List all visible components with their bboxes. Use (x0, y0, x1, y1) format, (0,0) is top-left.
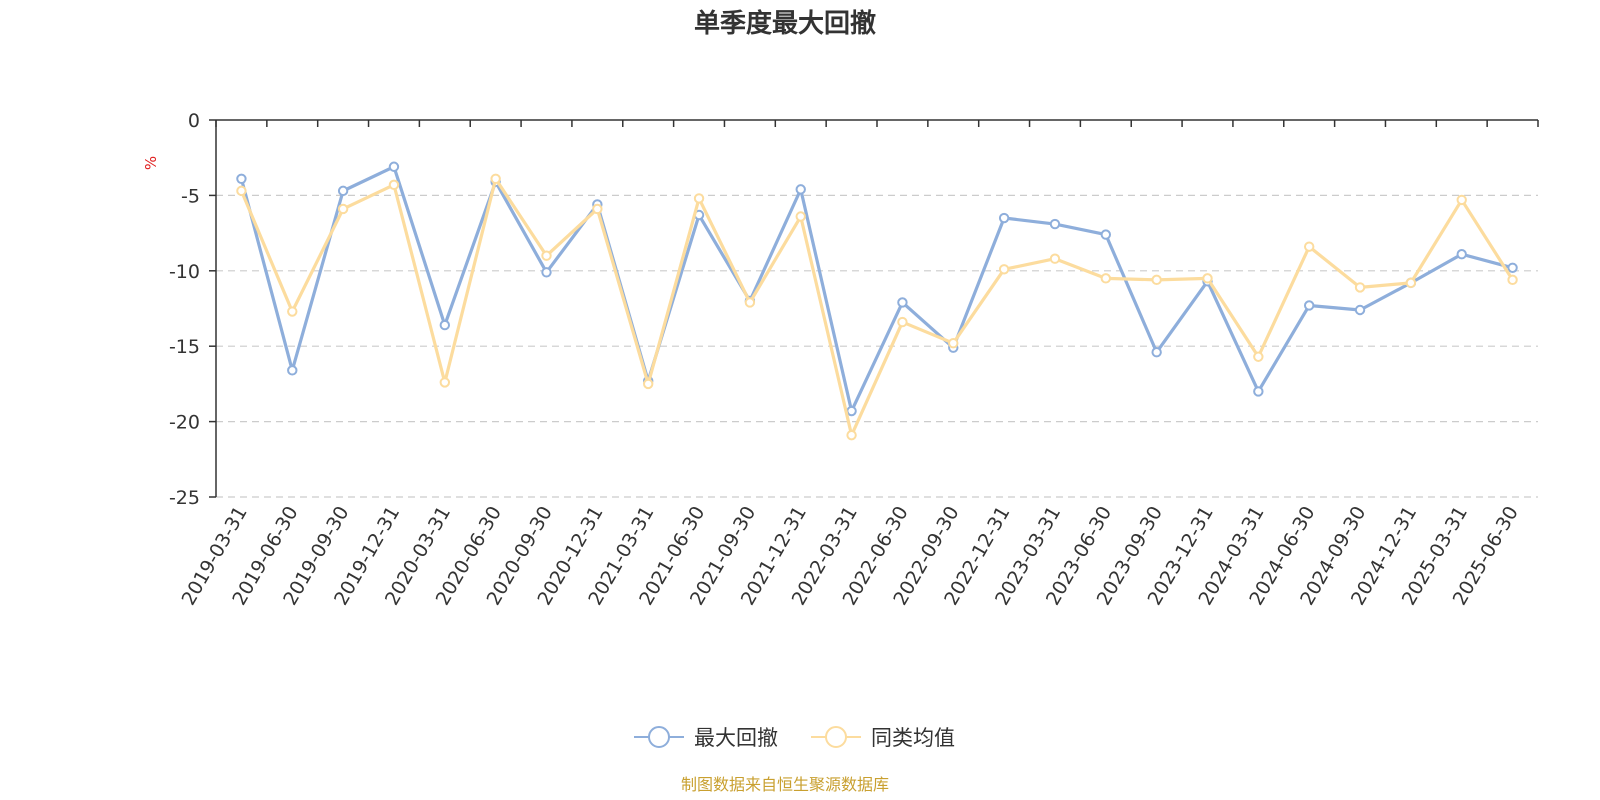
axes: 0-5-10-15-20-252019-03-312019-06-302019-… (169, 110, 1539, 609)
legend[interactable]: 最大回撤 同类均值 (634, 726, 955, 750)
data-point[interactable] (439, 377, 451, 388)
data-point[interactable] (1049, 253, 1061, 264)
data-point[interactable] (541, 267, 552, 278)
data-point[interactable] (846, 405, 857, 417)
data-point[interactable] (998, 212, 1010, 224)
data-point[interactable] (337, 203, 349, 215)
data-point[interactable] (998, 264, 1010, 275)
data-point[interactable] (1456, 249, 1467, 260)
data-point[interactable] (897, 297, 908, 308)
series-line (239, 165, 1513, 413)
data-point[interactable] (592, 203, 603, 215)
data-point[interactable] (1507, 274, 1518, 286)
y-tick-label: -15 (169, 336, 200, 358)
data-point[interactable] (693, 193, 705, 204)
data-point[interactable] (846, 429, 857, 441)
legend-circle-swatch (825, 726, 847, 748)
chart-title: 单季度最大回撤 (694, 8, 876, 39)
legend-circle-swatch (648, 726, 670, 748)
data-point[interactable] (1151, 274, 1162, 286)
legend-item[interactable]: 同类均值 (811, 726, 955, 750)
data-point[interactable] (490, 173, 501, 185)
data-point[interactable] (1100, 273, 1112, 284)
data-point[interactable] (1303, 300, 1315, 311)
data-point[interactable] (236, 173, 247, 185)
data-point[interactable] (1507, 262, 1518, 273)
data-point[interactable] (744, 297, 756, 308)
data-point[interactable] (1151, 347, 1162, 358)
data-point[interactable] (948, 337, 959, 349)
data-point[interactable] (1456, 194, 1467, 206)
data-point[interactable] (1354, 304, 1366, 316)
data-source-note: 制图数据来自恒生聚源数据库 (681, 775, 889, 794)
data-point[interactable] (1405, 277, 1417, 289)
y-axis-unit-label: % (142, 156, 160, 170)
data-point[interactable] (388, 179, 400, 191)
data-point[interactable] (1303, 241, 1315, 252)
legend-label: 最大回撤 (694, 726, 778, 750)
grid-lines (216, 194, 1538, 498)
series-2 (236, 173, 1518, 441)
legend-item[interactable]: 最大回撤 (634, 726, 778, 750)
data-point[interactable] (642, 378, 654, 390)
y-tick-label: -20 (169, 412, 200, 434)
data-point[interactable] (1049, 218, 1061, 230)
data-point[interactable] (439, 319, 451, 331)
series-layer (236, 161, 1518, 441)
data-point[interactable] (1100, 229, 1112, 240)
y-tick-label: 0 (188, 110, 200, 132)
data-point[interactable] (287, 365, 298, 376)
legend-label: 同类均值 (871, 726, 955, 750)
data-point[interactable] (236, 185, 247, 197)
data-point[interactable] (1202, 273, 1213, 284)
data-point[interactable] (287, 306, 298, 317)
y-tick-label: -5 (181, 185, 200, 207)
y-tick-label: -10 (169, 261, 200, 283)
data-point[interactable] (1354, 282, 1366, 293)
data-point[interactable] (1253, 386, 1264, 397)
y-tick-label: -25 (169, 487, 200, 509)
data-point[interactable] (388, 161, 400, 172)
data-point[interactable] (795, 184, 806, 195)
data-point[interactable] (795, 211, 806, 222)
data-point[interactable] (897, 316, 908, 328)
data-point[interactable] (541, 250, 552, 261)
series-line (239, 177, 1514, 437)
data-point[interactable] (337, 185, 349, 197)
data-point[interactable] (1253, 351, 1264, 362)
